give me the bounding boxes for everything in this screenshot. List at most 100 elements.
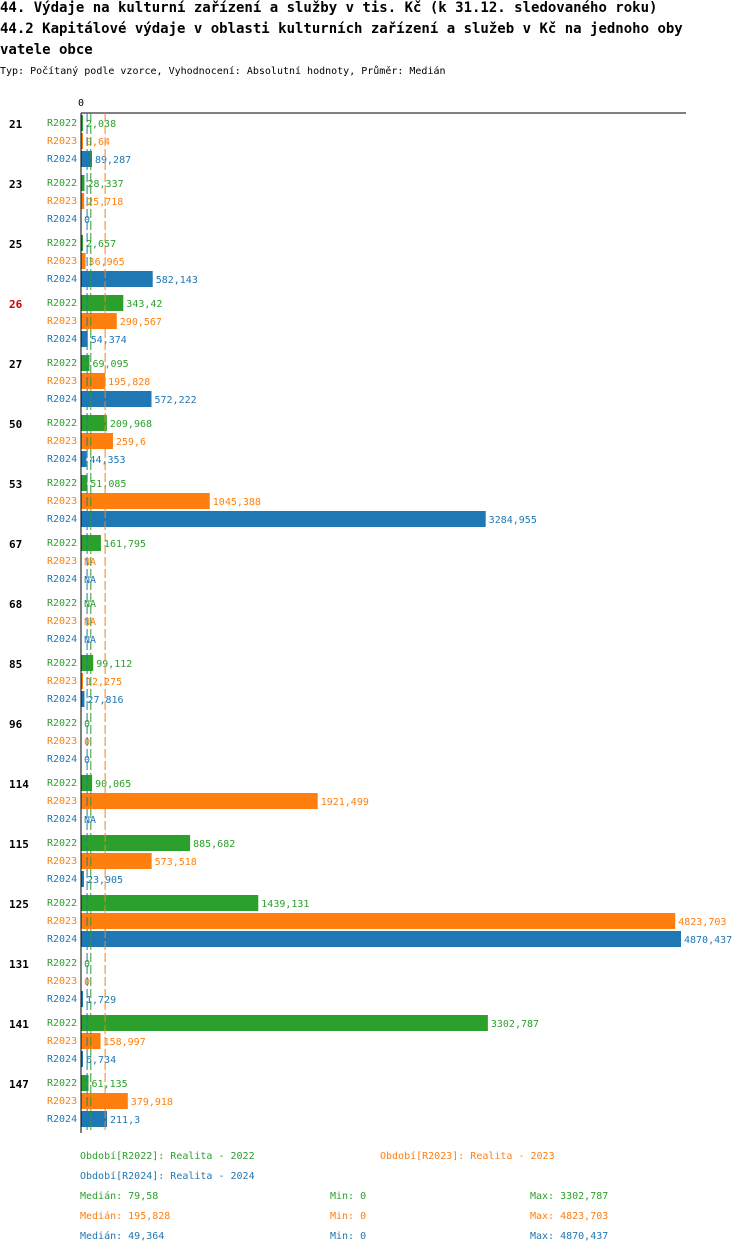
category-label-25: 25 [9,238,22,251]
bar-50-r2024 [81,451,87,467]
series-label-114-r2023: R2023 [47,796,77,807]
series-label-125-r2024: R2024 [47,934,77,945]
value-label-114-r2022: 90,065 [95,779,131,790]
series-label-96-r2023: R2023 [47,736,77,747]
series-label-115-r2023: R2023 [47,856,77,867]
bar-53-r2023 [81,493,210,509]
series-label-21-r2023: R2023 [47,136,77,147]
series-label-96-r2022: R2022 [47,718,77,729]
value-label-26-r2022: 343,42 [126,299,162,310]
value-label-147-r2024: 211,3 [110,1115,140,1126]
category-label-27: 27 [9,358,22,371]
bar-25-r2022 [81,235,83,251]
value-label-67-r2024: NA [84,575,96,586]
series-label-27-r2023: R2023 [47,376,77,387]
bar-27-r2024 [81,391,152,407]
value-label-68-r2023: NA [84,617,96,628]
value-label-21-r2022: 2,038 [86,119,116,130]
stat-min-r2023: Min: 0 [330,1211,367,1222]
series-label-131-r2023: R2023 [47,976,77,987]
series-label-26-r2023: R2023 [47,316,77,327]
series-label-96-r2024: R2024 [47,754,77,765]
value-label-114-r2023: 1921,499 [321,797,369,808]
category-label-114: 114 [9,778,29,791]
series-label-50-r2023: R2023 [47,436,77,447]
value-label-53-r2024: 3284,955 [489,515,537,526]
value-label-141-r2024: 6,734 [86,1055,116,1066]
legend-period-r2022: Období[R2022]: Realita - 2022 [80,1151,255,1162]
x-axis-zero-label: 0 [78,98,84,109]
value-label-67-r2023: NA [84,557,96,568]
series-label-68-r2022: R2022 [47,598,77,609]
series-label-21-r2022: R2022 [47,118,77,129]
category-label-26: 26 [9,298,23,311]
value-label-23-r2024: 0 [84,215,90,226]
value-label-23-r2022: 28,337 [87,179,123,190]
category-label-125: 125 [9,898,29,911]
value-label-131-r2022: 0 [84,959,90,970]
value-label-25-r2023: 36,965 [89,257,125,268]
stat-median-r2023: Medián: 195,828 [80,1211,171,1222]
stat-min-r2022: Min: 0 [330,1191,367,1202]
bar-141-r2022 [81,1015,488,1031]
bar-147-r2023 [81,1093,128,1109]
value-label-21-r2024: 89,287 [95,155,131,166]
bar-chart: 0 21 R2022 2,038 R2023 0,64 R2024 89,287 23 R2022… [9,98,732,1133]
stat-max-r2023: Max: 4823,703 [530,1211,609,1222]
bar-85-r2023 [81,673,83,689]
value-label-67-r2022: 161,795 [104,539,146,550]
category-label-21: 21 [9,118,23,131]
value-label-141-r2023: 158,997 [104,1037,146,1048]
series-label-114-r2024: R2024 [47,814,77,825]
series-label-23-r2022: R2022 [47,178,77,189]
series-label-68-r2023: R2023 [47,616,77,627]
bar-131-r2024 [81,991,83,1007]
bar-23-r2022 [81,175,85,191]
stat-max-r2022: Max: 3302,787 [530,1191,609,1202]
series-label-114-r2022: R2022 [47,778,77,789]
value-label-114-r2024: NA [84,815,96,826]
stat-max-r2024: Max: 4870,437 [530,1231,609,1242]
chart-title-line-3: vatele obce [0,42,93,58]
series-label-147-r2023: R2023 [47,1096,77,1107]
value-label-68-r2022: NA [84,599,96,610]
legend-period-r2024: Období[R2024]: Realita - 2024 [80,1171,255,1182]
bar-27-r2022 [81,355,90,371]
category-label-23: 23 [9,178,22,191]
bar-147-r2022 [81,1075,89,1091]
value-label-125-r2024: 4870,437 [684,935,732,946]
series-label-131-r2024: R2024 [47,994,77,1005]
series-label-141-r2023: R2023 [47,1036,77,1047]
series-label-27-r2022: R2022 [47,358,77,369]
bar-27-r2023 [81,373,106,389]
bar-125-r2024 [81,931,681,947]
value-label-131-r2024: 1,729 [86,995,116,1006]
value-label-25-r2024: 582,143 [156,275,198,286]
series-label-125-r2022: R2022 [47,898,77,909]
bar-25-r2024 [81,271,153,287]
series-label-125-r2023: R2023 [47,916,77,927]
series-label-85-r2023: R2023 [47,676,77,687]
bar-85-r2022 [81,655,94,671]
series-label-53-r2022: R2022 [47,478,77,489]
bar-21-r2024 [81,151,92,167]
chart-title-line-1: 44. Výdaje na kulturní zařízení a služby… [0,0,658,16]
value-label-125-r2023: 4823,703 [678,917,726,928]
bar-115-r2022 [81,835,191,851]
value-label-85-r2022: 99,112 [96,659,132,670]
series-label-25-r2023: R2023 [47,256,77,267]
bar-23-r2023 [81,193,85,209]
bar-85-r2024 [81,691,85,707]
stat-median-r2024: Medián: 49,364 [80,1231,165,1242]
value-label-26-r2023: 290,567 [120,317,162,328]
series-label-26-r2022: R2022 [47,298,77,309]
stat-min-r2024: Min: 0 [330,1231,367,1242]
bar-25-r2023 [81,253,86,269]
series-label-53-r2024: R2024 [47,514,77,525]
category-label-67: 67 [9,538,22,551]
value-label-96-r2022: 0 [84,719,90,730]
value-label-50-r2023: 259,6 [116,437,146,448]
value-label-27-r2022: 69,095 [93,359,129,370]
series-label-26-r2024: R2024 [47,334,77,345]
value-label-21-r2023: 0,64 [86,137,110,148]
